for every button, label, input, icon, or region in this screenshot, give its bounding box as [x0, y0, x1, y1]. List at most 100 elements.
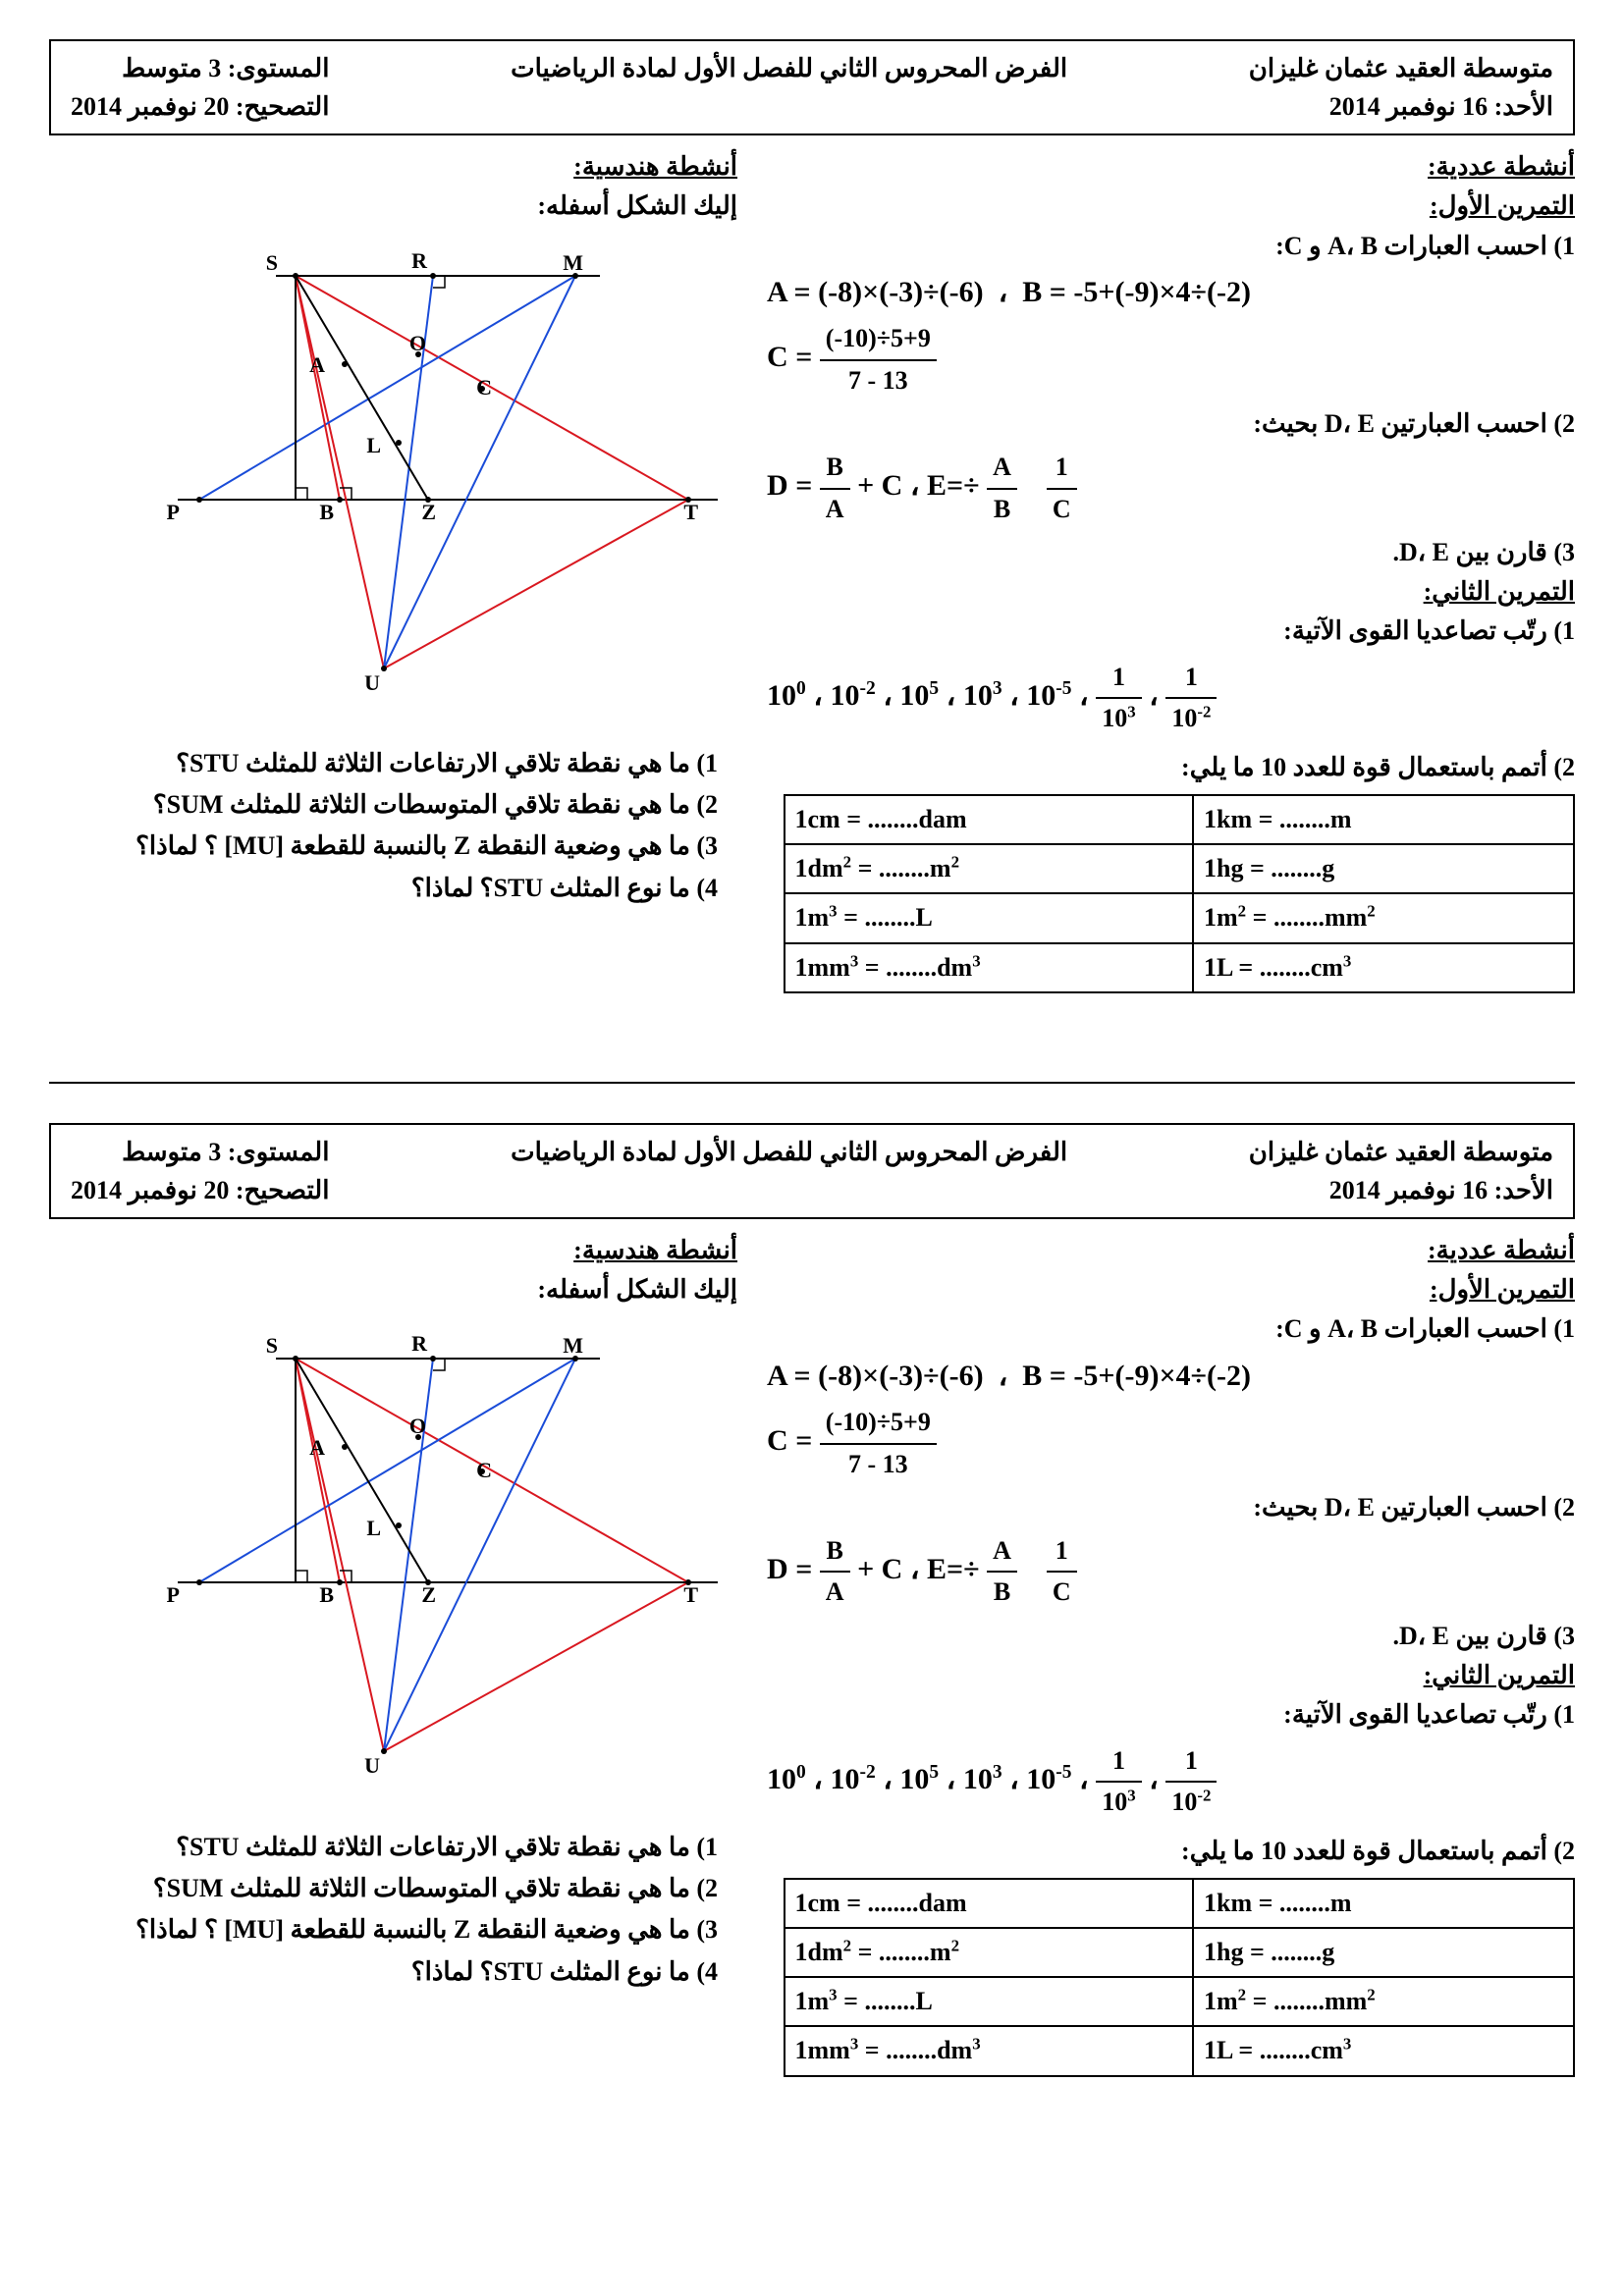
power-item: 10-5: [1026, 679, 1071, 712]
svg-text:T: T: [683, 500, 698, 524]
unit-cell: 1dm2 = ........m2: [785, 844, 1194, 893]
unit-cell: 1m3 = ........L: [785, 893, 1194, 942]
table-row: 1dm2 = ........m21hg = ........g: [785, 1928, 1575, 1977]
svg-text:L: L: [366, 433, 381, 457]
table-row: 1mm3 = ........dm31L = ........cm3: [785, 943, 1575, 992]
unit-table: 1cm = ........dam1km = ........m 1dm2 = …: [784, 794, 1576, 993]
exam-title: الفرض المحروس الثاني للفصل الأول لمادة ا…: [511, 1133, 1067, 1171]
unit-cell: 1L = ........cm3: [1193, 943, 1574, 992]
expr-DE: D = BA + C ، E=÷ AB 1C: [767, 1531, 1575, 1613]
svg-text:A: A: [309, 352, 325, 377]
geom-q4: 4) ما نوع المثلث STU؟ لماذا؟: [49, 1952, 737, 1992]
power-item: 10-2: [830, 1763, 875, 1795]
power-item: 105: [899, 679, 939, 712]
unit-cell: 1cm = ........dam: [785, 1879, 1194, 1928]
level: المستوى: 3 متوسط: [71, 1133, 329, 1171]
expr-DE: D = BA + C ، E=÷ AB 1C: [767, 448, 1575, 529]
unit-cell: 1cm = ........dam: [785, 795, 1194, 844]
exam-date: الأحد: 16 نوفمبر 2014: [1249, 87, 1553, 126]
numeric-title: أنشطة عددية:: [767, 147, 1575, 187]
unit-cell: 1km = ........m: [1193, 1879, 1574, 1928]
geom-q4: 4) ما نوع المثلث STU؟ لماذا؟: [49, 869, 737, 908]
school-name: متوسطة العقيد عثمان غليزان: [1249, 1133, 1553, 1171]
separator-line: [49, 1082, 1575, 1084]
exam-date: الأحد: 16 نوفمبر 2014: [1249, 1171, 1553, 1209]
expr-C: C = (-10)÷5+97 - 13: [767, 319, 1575, 400]
numeric-column: أنشطة عددية: التمرين الأول: 1) احسب العب…: [767, 147, 1575, 993]
ex2-q2: 2) أتمم باستعمال قوة للعدد 10 ما يلي:: [767, 748, 1575, 787]
power-item: 103: [963, 679, 1002, 712]
numeric-title: أنشطة عددية:: [767, 1231, 1575, 1270]
ex2-q1: 1) رتّب تصاعديا القوى الآتية:: [767, 612, 1575, 651]
geom-q1: 1) ما هي نقطة تلاقي الارتفاعات الثلاثة ل…: [49, 744, 737, 783]
header-box: متوسطة العقيد عثمان غليزان الأحد: 16 نوف…: [49, 1123, 1575, 1219]
expr-C: C = (-10)÷5+97 - 13: [767, 1403, 1575, 1484]
table-row: 1m3 = ........L1m2 = ........mm2: [785, 1977, 1575, 2026]
exam-copy-2: متوسطة العقيد عثمان غليزان الأحد: 16 نوف…: [49, 1123, 1575, 2077]
geom-q3: 3) ما هي وضعية النقطة Z بالنسبة للقطعة […: [49, 827, 737, 866]
powers-list: 100 ، 10-2 ، 105 ، 103 ، 10-5 ، 1103 ، 1…: [767, 1741, 1575, 1823]
svg-text:Z: Z: [421, 500, 436, 524]
content-row: أنشطة هندسية: إليك الشكل أسفله: SRMAOCLP…: [49, 1231, 1575, 2077]
correction-date: التصحيح: 20 نوفمبر 2014: [71, 1171, 329, 1209]
geom-questions: 1) ما هي نقطة تلاقي الارتفاعات الثلاثة ل…: [49, 744, 737, 908]
geom-q2: 2) ما هي نقطة تلاقي المتوسطات الثلاثة لل…: [49, 1869, 737, 1908]
geom-intro: إليك الشكل أسفله:: [49, 1270, 737, 1309]
power-item: 100: [767, 1763, 806, 1795]
svg-text:C: C: [476, 1458, 492, 1482]
unit-cell: 1m2 = ........mm2: [1193, 893, 1574, 942]
expr-AB: A = (-8)×(-3)÷(-6) ، B = -5+(-9)×4÷(-2): [767, 270, 1575, 316]
unit-cell: 1km = ........m: [1193, 795, 1574, 844]
ex1-title: التمرين الأول:: [767, 1270, 1575, 1309]
svg-text:M: M: [563, 250, 583, 275]
geometry-figure: SRMAOCLPBZTU: [148, 237, 737, 708]
power-item: 100: [767, 679, 806, 712]
header-box: متوسطة العقيد عثمان غليزان الأحد: 16 نوف…: [49, 39, 1575, 135]
geom-questions: 1) ما هي نقطة تلاقي الارتفاعات الثلاثة ل…: [49, 1828, 737, 1992]
power-item: 10-5: [1026, 1763, 1071, 1795]
header-center: الفرض المحروس الثاني للفصل الأول لمادة ا…: [511, 1133, 1067, 1171]
svg-text:O: O: [409, 331, 426, 355]
ex2-q2: 2) أتمم باستعمال قوة للعدد 10 ما يلي:: [767, 1832, 1575, 1871]
ex1-q2: 2) احسب العبارتين D، E بحيث:: [767, 404, 1575, 444]
table-row: 1cm = ........dam1km = ........m: [785, 1879, 1575, 1928]
geom-title: أنشطة هندسية:: [49, 1231, 737, 1270]
svg-text:B: B: [319, 1582, 334, 1607]
ex1-q3: 3) قارن بين D، E.: [767, 533, 1575, 572]
geometry-column: أنشطة هندسية: إليك الشكل أسفله: SRMAOCLP…: [49, 147, 737, 993]
svg-text:U: U: [364, 670, 380, 695]
content-row: أنشطة هندسية: إليك الشكل أسفله: SRMAOCLP…: [49, 147, 1575, 993]
table-row: 1m3 = ........L1m2 = ........mm2: [785, 893, 1575, 942]
power-frac: 110-2: [1165, 658, 1217, 739]
geom-q2: 2) ما هي نقطة تلاقي المتوسطات الثلاثة لل…: [49, 785, 737, 825]
table-row: 1mm3 = ........dm31L = ........cm3: [785, 2026, 1575, 2075]
power-item: 10-2: [830, 679, 875, 712]
header-left: المستوى: 3 متوسط التصحيح: 20 نوفمبر 2014: [71, 1133, 329, 1209]
ex2-title: التمرين الثاني:: [767, 572, 1575, 612]
svg-text:M: M: [563, 1333, 583, 1358]
svg-text:S: S: [266, 1333, 278, 1358]
level: المستوى: 3 متوسط: [71, 49, 329, 87]
ex2-q1: 1) رتّب تصاعديا القوى الآتية:: [767, 1695, 1575, 1735]
ex1-q1: 1) احسب العبارات A، B و C:: [767, 227, 1575, 266]
power-item: 103: [963, 1763, 1002, 1795]
unit-cell: 1m2 = ........mm2: [1193, 1977, 1574, 2026]
geom-intro: إليك الشكل أسفله:: [49, 187, 737, 226]
unit-cell: 1m3 = ........L: [785, 1977, 1194, 2026]
exam-copy-1: متوسطة العقيد عثمان غليزان الأحد: 16 نوف…: [49, 39, 1575, 993]
svg-text:T: T: [683, 1582, 698, 1607]
ex2-title: التمرين الثاني:: [767, 1656, 1575, 1695]
unit-cell: 1hg = ........g: [1193, 844, 1574, 893]
svg-text:L: L: [366, 1516, 381, 1540]
svg-text:O: O: [409, 1414, 426, 1438]
ex1-q3: 3) قارن بين D، E.: [767, 1617, 1575, 1656]
ex1-q2: 2) احسب العبارتين D، E بحيث:: [767, 1488, 1575, 1527]
header-right: متوسطة العقيد عثمان غليزان الأحد: 16 نوف…: [1249, 1133, 1553, 1209]
header-right: متوسطة العقيد عثمان غليزان الأحد: 16 نوف…: [1249, 49, 1553, 126]
unit-table: 1cm = ........dam1km = ........m 1dm2 = …: [784, 1878, 1576, 2077]
unit-cell: 1mm3 = ........dm3: [785, 943, 1194, 992]
svg-text:U: U: [364, 1753, 380, 1778]
correction-date: التصحيح: 20 نوفمبر 2014: [71, 87, 329, 126]
svg-text:S: S: [266, 250, 278, 275]
geometry-column: أنشطة هندسية: إليك الشكل أسفله: SRMAOCLP…: [49, 1231, 737, 2077]
